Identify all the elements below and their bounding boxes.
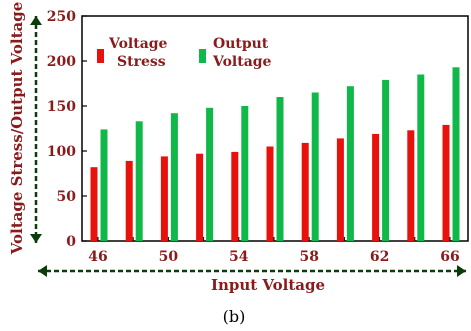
bar-voltage-stress-48 bbox=[125, 160, 133, 241]
x-tick-label-54: 54 bbox=[229, 249, 249, 265]
y-tick-label-50: 50 bbox=[57, 189, 77, 205]
y-tick-label-0: 0 bbox=[66, 234, 76, 250]
y-axis-arrow bbox=[30, 16, 42, 243]
axis-layer: 0 50 100 150 200 250 46 50 54 58 62 66 bbox=[30, 9, 466, 277]
bar-output-voltage-48 bbox=[135, 121, 143, 241]
legend-swatch-voltage-stress bbox=[97, 49, 104, 63]
bar-output-voltage-60 bbox=[346, 86, 354, 241]
x-tick-label-62: 62 bbox=[370, 249, 389, 265]
bar-output-voltage-52 bbox=[206, 107, 214, 241]
plot-area bbox=[81, 15, 469, 242]
bar-voltage-stress-52 bbox=[196, 153, 204, 241]
legend-swatch-output-voltage bbox=[199, 49, 206, 63]
x-tick-label-58: 58 bbox=[299, 249, 318, 265]
x-tick-label-66: 66 bbox=[440, 249, 459, 265]
x-axis-title: Input Voltage bbox=[211, 276, 325, 294]
x-axis-arrow-head-start bbox=[38, 265, 47, 277]
legend-label-output-voltage: Output Voltage bbox=[212, 36, 273, 70]
y-tick-label-200: 200 bbox=[47, 54, 76, 70]
y-tick-label-150: 150 bbox=[47, 99, 76, 115]
bar-output-voltage-50 bbox=[170, 113, 178, 241]
bar-output-voltage-56 bbox=[276, 97, 284, 241]
y-axis-arrow-head-start bbox=[30, 16, 42, 25]
x-axis-arrow-head-end bbox=[457, 265, 466, 277]
bar-voltage-stress-50 bbox=[160, 156, 168, 241]
bar-voltage-stress-64 bbox=[407, 130, 415, 241]
bar-output-voltage-64 bbox=[417, 74, 425, 241]
y-tick-label-250: 250 bbox=[47, 9, 76, 25]
legend: Voltage Stress Output Voltage bbox=[97, 36, 273, 70]
x-tick-label-46: 46 bbox=[88, 249, 107, 265]
bar-voltage-stress-56 bbox=[266, 146, 274, 241]
y-axis-title: Voltage Stress/Output Voltage bbox=[8, 2, 26, 256]
bar-voltage-stress-60 bbox=[336, 138, 344, 241]
x-axis-arrow bbox=[38, 265, 466, 277]
bar-output-voltage-66 bbox=[452, 67, 460, 241]
bar-output-voltage-54 bbox=[241, 106, 249, 241]
bar-voltage-stress-46 bbox=[90, 167, 98, 241]
y-tick-label-100: 100 bbox=[47, 144, 76, 160]
bar-output-voltage-62 bbox=[382, 79, 390, 242]
legend-label-voltage-stress: Voltage Stress bbox=[108, 36, 172, 70]
bar-output-voltage-46 bbox=[100, 129, 108, 241]
y-axis-arrow-head-end bbox=[30, 234, 42, 243]
bar-output-voltage-58 bbox=[311, 92, 319, 241]
bar-voltage-stress-58 bbox=[301, 142, 309, 241]
figure-caption: (b) bbox=[223, 307, 246, 326]
bar-voltage-stress-54 bbox=[231, 151, 239, 241]
plot-frame bbox=[81, 15, 469, 242]
bar-voltage-stress-62 bbox=[372, 133, 380, 241]
x-tick-label-50: 50 bbox=[159, 249, 179, 265]
bar-voltage-stress-66 bbox=[442, 124, 450, 241]
